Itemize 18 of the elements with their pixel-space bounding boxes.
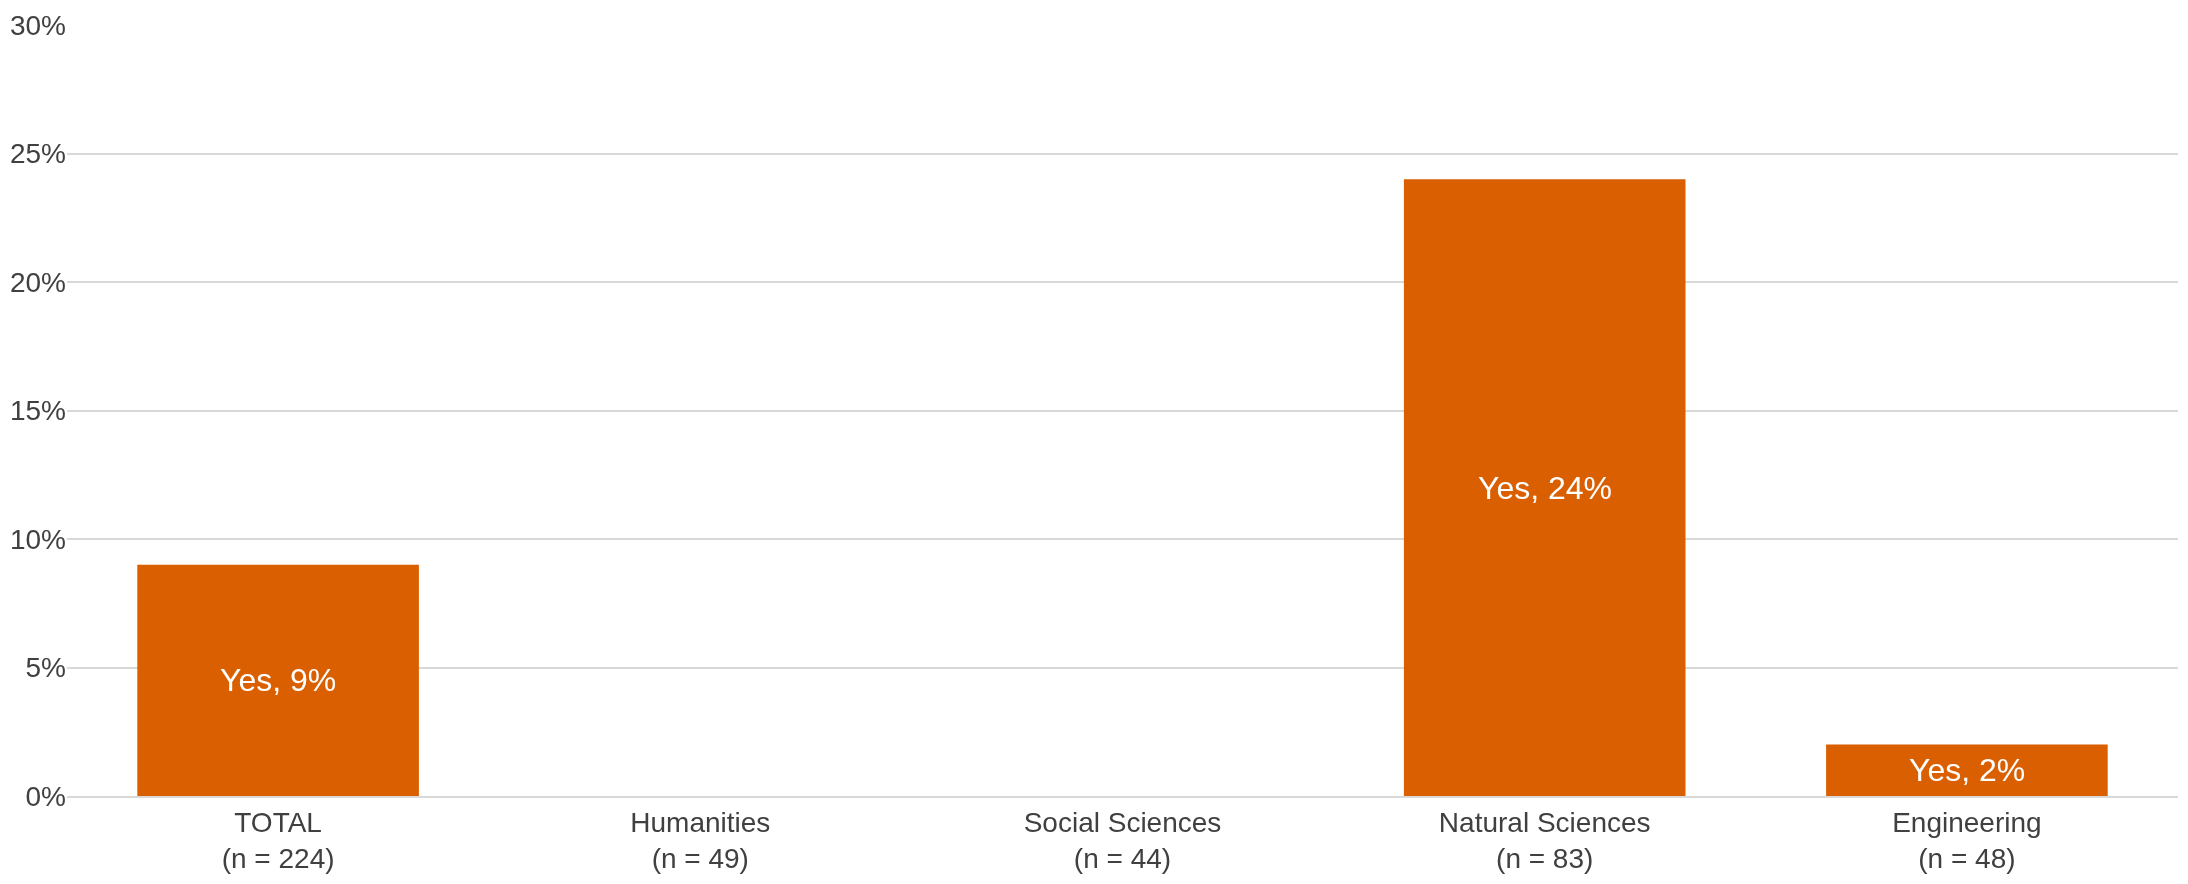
y-tick-label: 30% [9, 9, 66, 41]
bar [1826, 744, 2108, 796]
y-tick-label: 25% [9, 138, 66, 170]
bar [1403, 179, 1686, 796]
x-tick-label: Social Sciences (n = 44) [1023, 806, 1222, 874]
x-tick-label: Humanities (n = 49) [630, 806, 771, 874]
x-tick-label: TOTAL (n = 224) [221, 806, 335, 874]
data-label: Yes, 9% [220, 662, 337, 698]
data-label: Yes, 24% [1478, 470, 1613, 506]
data-label: Yes, 2% [1909, 752, 2026, 788]
y-tick-label: 0% [25, 780, 66, 812]
y-tick-label: 10% [9, 523, 66, 555]
bar [137, 564, 419, 796]
x-tick-label: Engineering (n = 48) [1892, 806, 2042, 874]
y-tick-label: 15% [9, 395, 66, 427]
y-tick-label: 5% [25, 652, 66, 684]
y-tick-label: 20% [9, 266, 66, 298]
x-tick-label: Natural Sciences (n = 83) [1438, 806, 1651, 874]
